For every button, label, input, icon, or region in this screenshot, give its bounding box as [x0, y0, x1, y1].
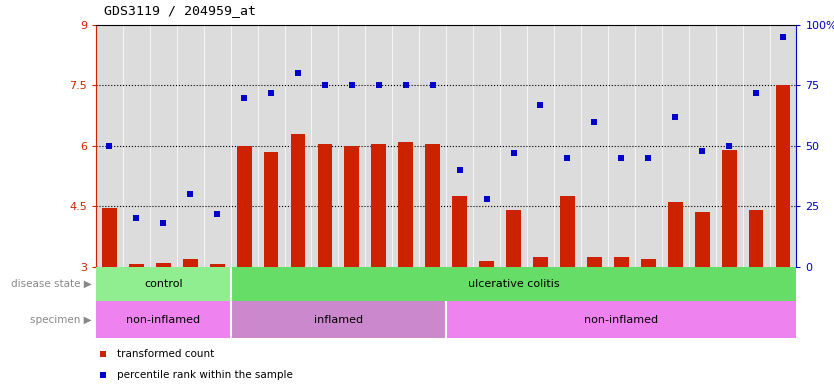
- Bar: [344, 146, 359, 267]
- Text: inflamed: inflamed: [314, 314, 363, 325]
- Bar: [264, 152, 279, 267]
- Bar: [183, 259, 198, 267]
- Bar: [776, 86, 791, 267]
- Bar: [425, 144, 440, 267]
- Text: disease state ▶: disease state ▶: [11, 279, 92, 289]
- Text: percentile rank within the sample: percentile rank within the sample: [117, 370, 293, 380]
- Bar: [371, 144, 386, 267]
- Bar: [721, 150, 736, 267]
- Bar: [231, 267, 796, 301]
- Bar: [452, 196, 467, 267]
- Bar: [102, 209, 117, 267]
- Bar: [587, 257, 602, 267]
- Bar: [668, 202, 683, 267]
- Bar: [290, 134, 305, 267]
- Bar: [446, 301, 796, 338]
- Bar: [641, 259, 656, 267]
- Bar: [695, 212, 710, 267]
- Bar: [231, 301, 446, 338]
- Bar: [210, 264, 224, 267]
- Text: control: control: [144, 279, 183, 289]
- Bar: [399, 142, 413, 267]
- Bar: [560, 196, 575, 267]
- Text: specimen ▶: specimen ▶: [30, 314, 92, 325]
- Text: ulcerative colitis: ulcerative colitis: [468, 279, 560, 289]
- Bar: [237, 146, 252, 267]
- Bar: [129, 264, 143, 267]
- Bar: [156, 263, 171, 267]
- Text: non-inflamed: non-inflamed: [585, 314, 658, 325]
- Bar: [96, 301, 231, 338]
- Bar: [749, 210, 763, 267]
- Bar: [506, 210, 521, 267]
- Bar: [96, 267, 231, 301]
- Bar: [614, 257, 629, 267]
- Text: GDS3119 / 204959_at: GDS3119 / 204959_at: [104, 4, 256, 17]
- Text: non-inflamed: non-inflamed: [126, 314, 200, 325]
- Text: transformed count: transformed count: [117, 349, 214, 359]
- Bar: [318, 144, 332, 267]
- Bar: [533, 257, 548, 267]
- Bar: [480, 261, 494, 267]
